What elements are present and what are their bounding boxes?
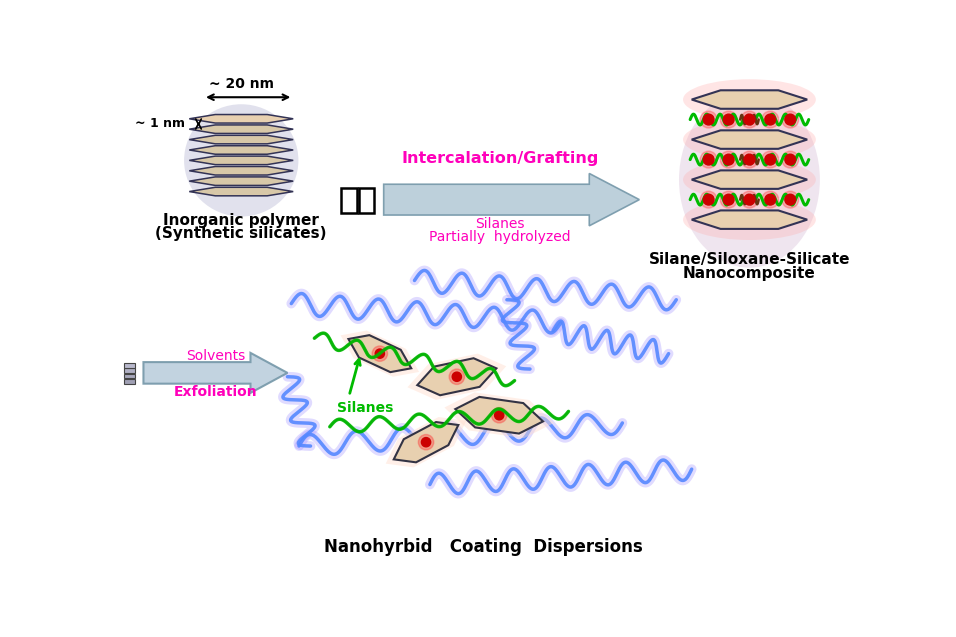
Circle shape (494, 411, 504, 420)
Circle shape (452, 372, 462, 382)
Text: (Synthetic silicates): (Synthetic silicates) (156, 226, 327, 241)
Circle shape (782, 111, 798, 128)
Circle shape (700, 151, 717, 168)
Circle shape (720, 191, 737, 208)
Polygon shape (692, 170, 807, 189)
Circle shape (491, 408, 507, 423)
Polygon shape (407, 354, 507, 400)
Circle shape (375, 349, 384, 358)
Circle shape (720, 151, 737, 168)
Circle shape (765, 114, 775, 125)
Text: Intercalation/Grafting: Intercalation/Grafting (402, 151, 598, 166)
Ellipse shape (683, 159, 815, 200)
Polygon shape (455, 397, 543, 434)
Polygon shape (385, 417, 467, 468)
Ellipse shape (679, 92, 820, 268)
Ellipse shape (683, 199, 815, 240)
Ellipse shape (683, 79, 815, 120)
Circle shape (782, 151, 798, 168)
Polygon shape (383, 173, 640, 226)
Text: Silanes: Silanes (475, 217, 525, 231)
Text: Inorganic polymer: Inorganic polymer (163, 213, 319, 228)
Polygon shape (418, 358, 496, 395)
Polygon shape (340, 331, 419, 376)
Polygon shape (143, 353, 288, 393)
Circle shape (724, 194, 734, 205)
Circle shape (762, 191, 779, 208)
Text: ~ 1 nm: ~ 1 nm (135, 117, 185, 131)
Text: Silanes: Silanes (337, 401, 394, 415)
Circle shape (782, 191, 798, 208)
FancyBboxPatch shape (124, 363, 136, 368)
Circle shape (785, 114, 795, 125)
Text: Solvents: Solvents (185, 349, 245, 363)
Text: ~ 20 nm: ~ 20 nm (208, 77, 273, 91)
FancyBboxPatch shape (124, 368, 136, 373)
Circle shape (741, 191, 758, 208)
Circle shape (744, 114, 755, 125)
Circle shape (744, 154, 755, 165)
Text: Exfoliation: Exfoliation (174, 385, 257, 399)
Circle shape (785, 194, 795, 205)
Polygon shape (692, 131, 807, 149)
Circle shape (744, 194, 755, 205)
Circle shape (419, 434, 434, 450)
Circle shape (785, 154, 795, 165)
Polygon shape (189, 146, 293, 154)
Polygon shape (189, 125, 293, 133)
FancyBboxPatch shape (124, 379, 136, 383)
Text: Nanocomposite: Nanocomposite (684, 266, 815, 281)
Circle shape (422, 438, 430, 447)
FancyBboxPatch shape (359, 188, 375, 213)
Text: Partially  hydrolyzed: Partially hydrolyzed (429, 230, 571, 244)
Polygon shape (189, 156, 293, 164)
FancyBboxPatch shape (124, 374, 136, 378)
Polygon shape (394, 422, 458, 462)
Circle shape (762, 151, 779, 168)
Polygon shape (189, 187, 293, 196)
Text: Silane/Siloxane-Silicate: Silane/Siloxane-Silicate (649, 252, 850, 267)
Circle shape (449, 369, 465, 385)
Polygon shape (692, 210, 807, 229)
Circle shape (704, 194, 714, 205)
Polygon shape (348, 335, 411, 372)
Polygon shape (445, 392, 554, 438)
Polygon shape (189, 135, 293, 144)
Circle shape (724, 114, 734, 125)
Circle shape (741, 151, 758, 168)
Circle shape (704, 154, 714, 165)
FancyBboxPatch shape (341, 188, 357, 213)
Polygon shape (189, 166, 293, 175)
Circle shape (741, 111, 758, 128)
Circle shape (704, 114, 714, 125)
Circle shape (372, 346, 387, 361)
Circle shape (700, 191, 717, 208)
Text: Nanohyrbid   Coating  Dispersions: Nanohyrbid Coating Dispersions (324, 538, 643, 557)
Circle shape (765, 194, 775, 205)
Circle shape (765, 154, 775, 165)
Polygon shape (189, 115, 293, 123)
Circle shape (700, 111, 717, 128)
Ellipse shape (683, 119, 815, 160)
Circle shape (720, 111, 737, 128)
Circle shape (724, 154, 734, 165)
Polygon shape (189, 177, 293, 185)
Polygon shape (692, 90, 807, 109)
Circle shape (762, 111, 779, 128)
Ellipse shape (185, 104, 298, 217)
